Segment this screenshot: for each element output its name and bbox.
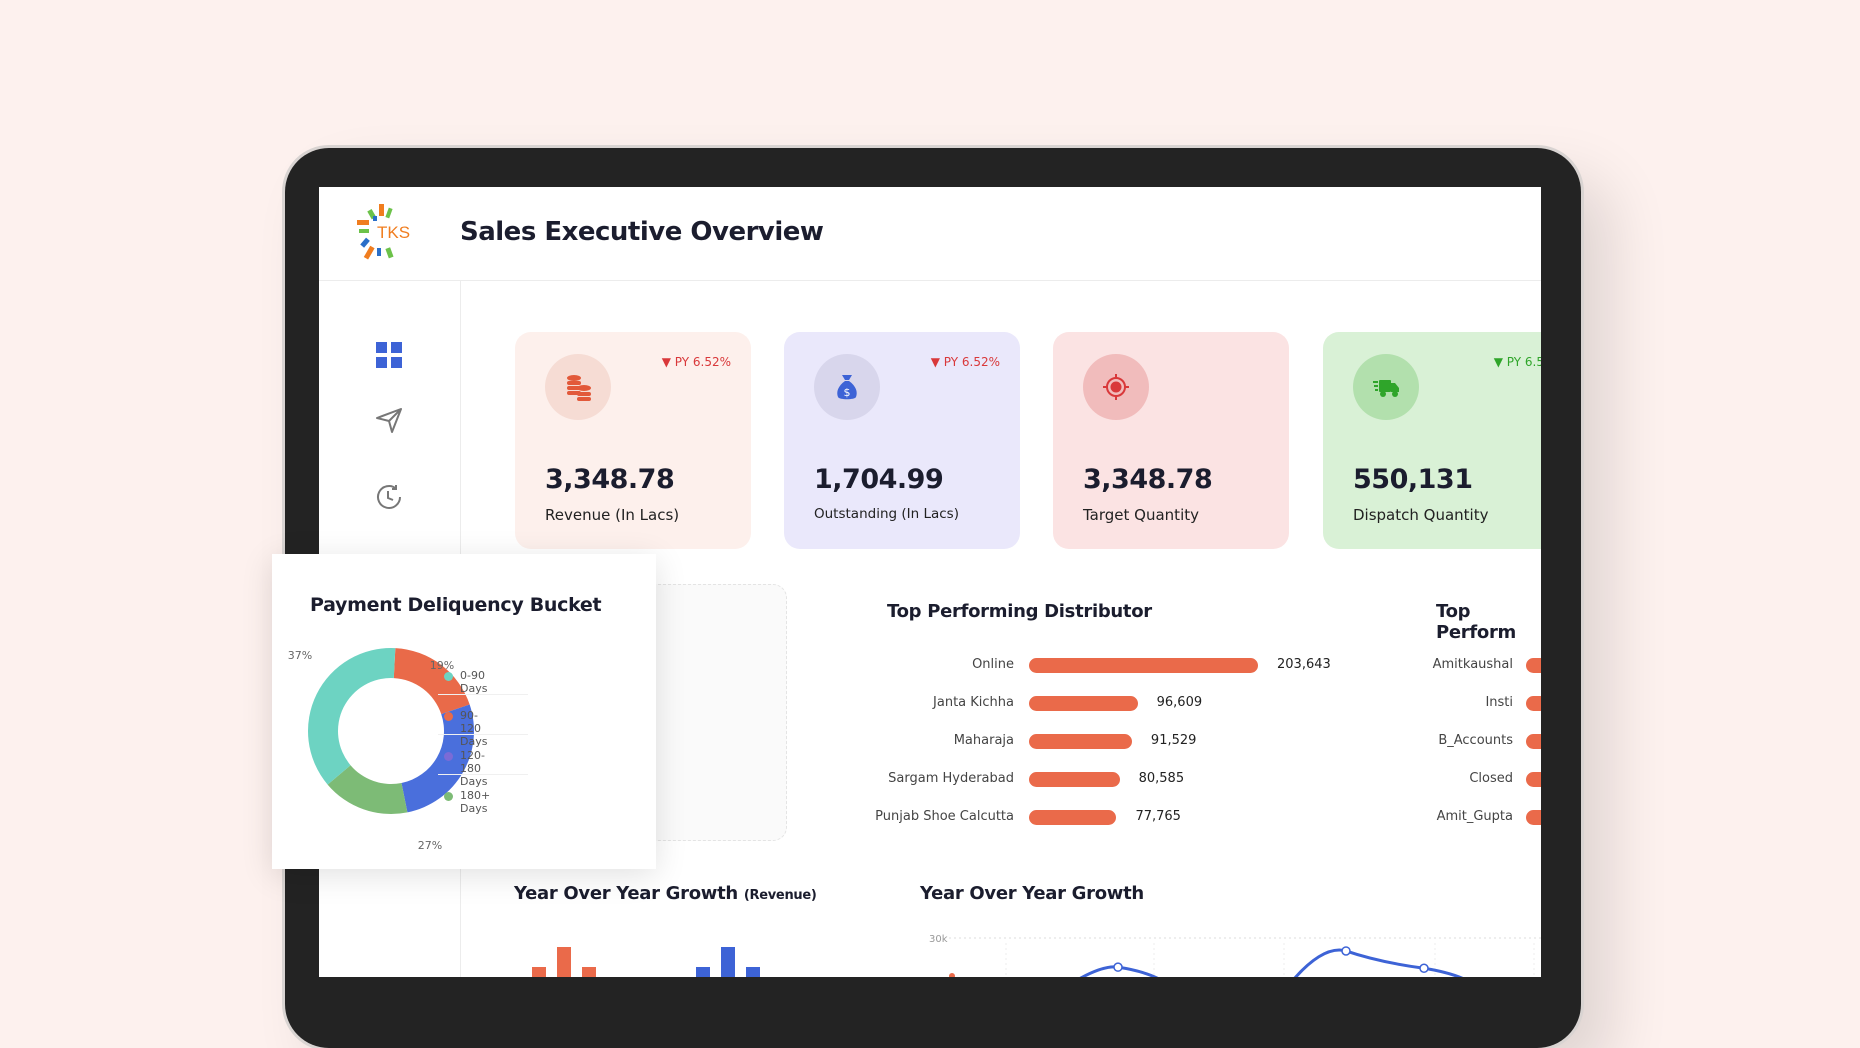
line-series (1293, 948, 1464, 977)
payment-delinquency-card: Payment Deliquency Bucket 19% 27% 17% 37% 0… (272, 554, 656, 869)
py-change-badge: ▼ PY 6.52% (930, 355, 1000, 369)
y-tick-label: 30k (929, 934, 948, 945)
line-point[interactable] (1341, 946, 1351, 956)
distributor-bar[interactable] (1029, 810, 1117, 825)
line-point[interactable] (949, 973, 955, 977)
slice-label: 27% (418, 839, 442, 852)
distributor-bar[interactable] (1029, 658, 1258, 673)
donut-slice[interactable] (308, 648, 396, 785)
svg-text:TKS: TKS (377, 223, 410, 242)
performer-name: Amitkaushal (1432, 657, 1513, 672)
distributor-value: 91,529 (1150, 733, 1197, 748)
tks-logo: TKS (357, 204, 410, 260)
kpi-label: Target Quantity (1083, 506, 1199, 524)
grid-icon[interactable] (374, 340, 404, 370)
kpi-card[interactable]: 3,348.78 Target Quantity (1053, 332, 1289, 549)
py-change-badge: ▼ PY 6.52% (661, 355, 731, 369)
slice-label: 37% (288, 649, 312, 662)
slice-label: 19% (430, 659, 454, 672)
performer-name: Insti (1485, 695, 1513, 710)
money-bag-icon: $ (814, 354, 880, 420)
yoy-revenue-title: Year Over Year Growth (Revenue) (514, 883, 817, 904)
yoy-line-chart: 30k (929, 934, 1541, 977)
distributor-bar[interactable] (1029, 696, 1138, 711)
delinquency-title: Payment Deliquency Bucket (310, 594, 602, 616)
revenue-bar[interactable] (582, 967, 596, 977)
distributor-name: Janta Kichha (933, 695, 1014, 710)
legend-dot (444, 712, 453, 721)
donut-slice[interactable] (393, 648, 470, 715)
dashboard-screen: TKS Sales Executive Overview Top Perform… (319, 187, 1541, 977)
history-icon[interactable] (374, 482, 404, 512)
legend-divider (438, 774, 528, 775)
revenue-bar[interactable] (746, 967, 760, 977)
py-change-badge: ▼ PY 6.52% (1493, 355, 1541, 369)
legend-label[interactable]: 180+ Days (460, 789, 491, 815)
slice-label: 17% (295, 852, 319, 854)
legend-divider (438, 694, 528, 695)
distributor-name: Maharaja (953, 733, 1014, 748)
distributor-name: Sargam Hyderabad (888, 771, 1014, 786)
distributor-title: Top Performing Distributor (887, 601, 1152, 622)
revenue-bar[interactable] (721, 947, 735, 977)
kpi-value: 3,348.78 (545, 464, 675, 495)
legend-dot (444, 792, 453, 801)
legend-label[interactable]: 0-90 Days (460, 669, 488, 695)
distributor-value: 203,643 (1277, 657, 1331, 672)
performer-bar[interactable] (1526, 734, 1541, 749)
performer-bar[interactable] (1526, 696, 1541, 711)
yoy-revenue-chart (532, 947, 760, 977)
performer-name: Closed (1469, 771, 1513, 786)
distributor-bar[interactable] (1029, 734, 1132, 749)
distributor-name: Punjab Shoe Calcutta (875, 809, 1014, 824)
performer-title: Top Perform (1436, 601, 1517, 643)
kpi-label: Revenue (In Lacs) (545, 506, 680, 524)
legend-dot (444, 672, 453, 681)
coins-icon (545, 354, 611, 420)
distributor-bar[interactable] (1029, 772, 1120, 787)
legend-label[interactable]: 120-180 Days (460, 749, 488, 788)
performer-bar[interactable] (1526, 658, 1541, 673)
truck-icon (1353, 354, 1419, 420)
kpi-card[interactable]: ▼ PY 6.52% 550,131 Dispatch Quantity (1323, 332, 1541, 549)
kpi-value: 3,348.78 (1083, 464, 1213, 495)
line-point[interactable] (1113, 962, 1123, 972)
kpi-value: 550,131 (1353, 464, 1473, 495)
revenue-bar[interactable] (557, 947, 571, 977)
revenue-bar[interactable] (696, 967, 710, 977)
legend-divider (438, 734, 528, 735)
distributor-value: 96,609 (1156, 695, 1203, 710)
distributor-value: 80,585 (1138, 771, 1185, 786)
performer-name: B_Accounts (1438, 733, 1513, 748)
legend-dot (444, 752, 453, 761)
legend-label[interactable]: 90-120 Days (460, 709, 488, 748)
distributor-value: 77,765 (1135, 809, 1181, 824)
donut-slice[interactable] (327, 765, 408, 814)
kpi-label: Outstanding (In Lacs) (814, 506, 959, 522)
revenue-bar[interactable] (532, 967, 546, 977)
header-divider (319, 280, 1541, 281)
send-icon[interactable] (374, 405, 404, 435)
yoy-title: Year Over Year Growth (920, 883, 1144, 904)
kpi-card[interactable]: $ ▼ PY 6.52% 1,704.99 Outstanding (In Lacs) (784, 332, 1020, 549)
delinquency-donut: 19% 27% 17% 37% (288, 648, 474, 854)
kpi-card[interactable]: ▼ PY 6.52% 3,348.78 Revenue (In Lacs) (515, 332, 751, 549)
distributor-name: Online (972, 657, 1014, 672)
donut-slice[interactable] (401, 704, 474, 813)
performer-bar[interactable] (1526, 772, 1541, 787)
target-icon (1083, 354, 1149, 420)
page-title: Sales Executive Overview (460, 217, 824, 247)
performer-bar[interactable] (1526, 810, 1541, 825)
kpi-value: 1,704.99 (814, 464, 944, 495)
line-point[interactable] (1419, 963, 1429, 973)
kpi-label: Dispatch Quantity (1353, 506, 1489, 524)
performer-name: Amit_Gupta (1436, 809, 1513, 824)
svg-text:$: $ (844, 386, 851, 399)
